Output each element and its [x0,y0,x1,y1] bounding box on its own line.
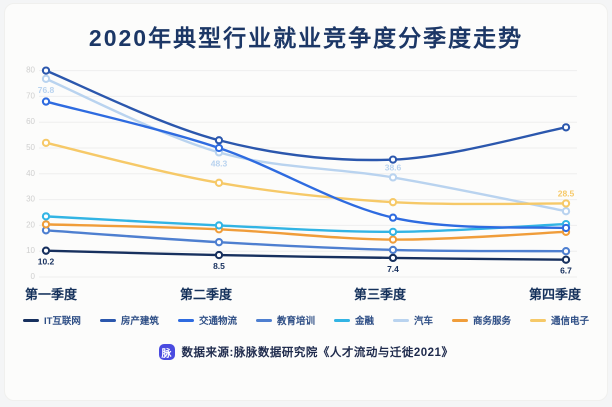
point-label: 38.6 [385,162,402,172]
data-point-金融 [41,212,51,221]
x-axis-label: 第四季度 [529,287,582,302]
series-line-汽车 [44,77,568,213]
chart-card: 2020年典型行业就业竞争度分季度走势 0 10 20 30 40 50 60 70 80 10.… [4,3,608,401]
legend-swatch-icon [452,318,468,322]
point-label: 8.5 [213,261,225,271]
x-axis-label: 第三季度 [354,287,407,302]
data-point-交通物流 [388,213,398,222]
data-point-商务服务 [388,235,398,244]
maimai-logo-icon: 脉 [158,344,175,360]
legend-label: 金融 [354,316,374,327]
data-point-IT互联网 [388,253,398,263]
data-point-通信电子 [561,199,571,208]
legend-item-2[interactable]: 交通物流 [177,313,237,327]
source-footer: 脉 数据来源:脉脉数据研究院《人才流动与迁徙2021》 [5,344,607,360]
legend-label: 汽车 [413,316,433,327]
line-chart: 0 10 20 30 40 50 60 70 80 10.2 8.5 7.4 6.7 76.8 48.3 38… [25,66,582,302]
legend-label: 商务服务 [473,316,512,327]
legend-label: 交通物流 [198,316,237,327]
legend-swatch-icon [22,318,39,322]
series-line-房产建筑 [44,69,568,162]
data-point-房产建筑 [388,155,398,164]
y-axis-tick: 0 [31,272,36,281]
point-label: 76.8 [38,85,55,95]
point-label: 28.5 [558,188,575,198]
legend-label: 房产建筑 [120,316,159,327]
data-point-房产建筑 [41,66,51,75]
legend-label: IT互联网 [43,316,81,327]
y-axis-tick: 20 [26,220,35,229]
data-point-教育培训 [214,238,224,247]
data-point-汽车 [561,207,571,216]
chart-canvas: 0 10 20 30 40 50 60 70 80 10.2 8.5 7.4 6.7 76.8 48.3 38… [5,55,609,305]
legend-swatch-icon [392,318,409,322]
data-point-交通物流 [561,223,571,233]
y-axis-tick: 10 [26,246,35,255]
y-axis-tick: 60 [26,117,35,126]
data-point-IT互联网 [214,250,224,260]
point-label: 7.4 [387,264,399,274]
legend-item-6[interactable]: 商务服务 [452,313,511,327]
point-label: 10.2 [38,257,55,267]
x-axis-label: 第一季度 [25,287,78,302]
data-point-金融 [214,221,224,230]
legend-item-3[interactable]: 教育培训 [255,313,315,327]
data-point-交通物流 [41,97,51,106]
legend-item-5[interactable]: 汽车 [392,313,433,327]
chart-title: 2020年典型行业就业竞争度分季度走势 [88,25,524,51]
series-line-商务服务 [44,223,568,241]
legend-label: 通信电子 [551,316,590,327]
legend-swatch-icon [530,318,547,322]
point-label: 48.3 [211,158,228,168]
data-point-通信电子 [214,178,224,187]
series-line-通信电子 [44,141,568,206]
legend-item-4[interactable]: 金融 [333,313,374,327]
source-text: 数据来源:脉脉数据研究院《人才流动与迁徙2021》 [181,347,454,359]
data-point-IT互联网 [561,255,571,264]
data-point-房产建筑 [214,136,224,145]
data-point-汽车 [41,74,51,84]
legend-item-7[interactable]: 通信电子 [530,313,589,327]
y-axis-tick: 50 [26,143,35,152]
x-axis-label: 第二季度 [180,287,233,302]
legend-item-1[interactable]: 房产建筑 [99,313,159,327]
y-axis-tick: 40 [26,169,35,178]
data-point-交通物流 [214,143,224,153]
y-axis-tick: 70 [26,91,35,100]
data-point-商务服务 [41,220,51,229]
data-point-通信电子 [388,198,398,207]
y-axis-tick: 30 [26,195,35,204]
series-line-金融 [44,215,568,234]
legend-label: 教育培训 [276,316,315,327]
legend-swatch-icon [333,318,350,322]
series-line-IT互联网 [44,249,568,261]
data-point-IT互联网 [41,246,51,255]
legend-swatch-icon [99,318,116,322]
series-line-教育培训 [44,229,568,253]
data-point-教育培训 [561,247,571,256]
data-point-房产建筑 [561,123,571,132]
series-line-交通物流 [44,100,568,230]
data-point-汽车 [388,173,398,182]
legend-item-0[interactable]: IT互联网 [22,313,81,327]
legend: IT互联网 房产建筑 交通物流 教育培训 金融 汽车 商务服务 通信电子 [5,313,607,327]
data-point-金融 [388,227,398,236]
legend-swatch-icon [177,318,194,322]
data-point-通信电子 [41,138,51,147]
point-label: 6.7 [560,266,572,276]
y-axis-tick: 80 [26,66,35,75]
legend-swatch-icon [255,318,272,322]
data-point-教育培训 [388,245,398,255]
